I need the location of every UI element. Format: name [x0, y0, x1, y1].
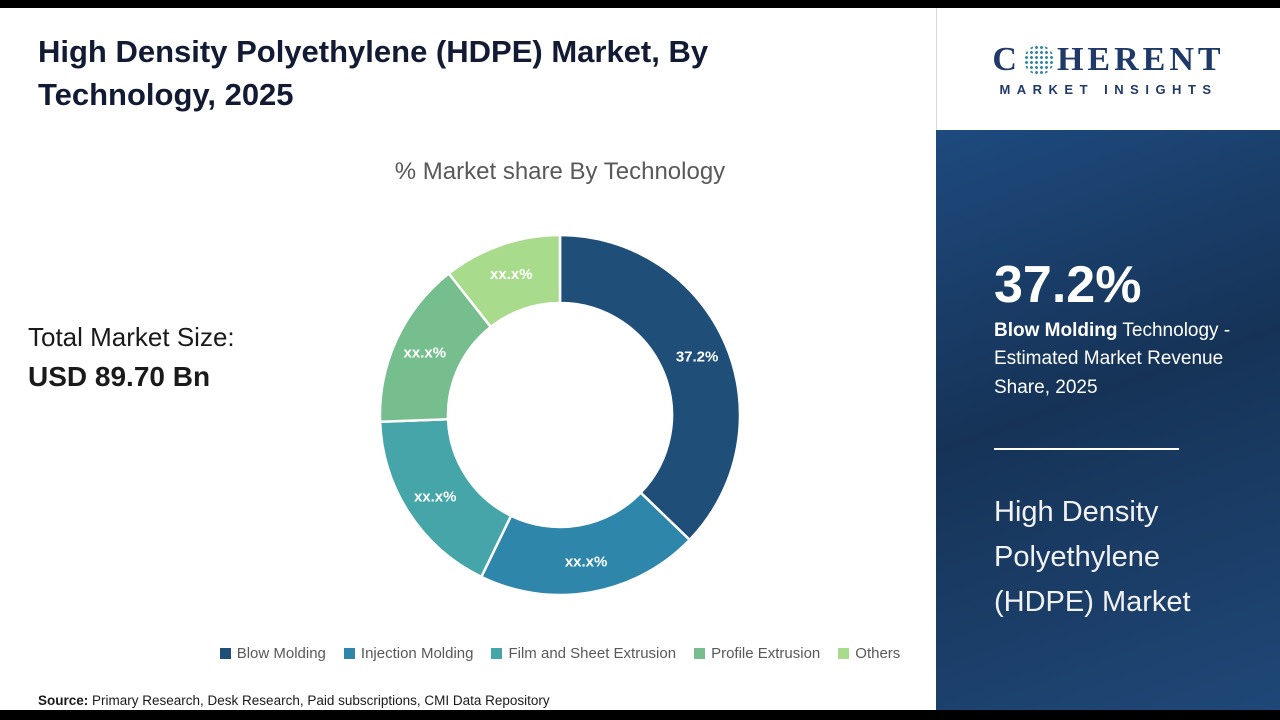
brand-subtitle: MARKET INSIGHTS: [999, 82, 1218, 97]
highlight-stat-value: 37.2%: [994, 256, 1142, 314]
brand-letter-suffix: HERENT: [1056, 41, 1225, 78]
slice-label-blow-molding: 37.2%: [676, 349, 719, 366]
globe-icon: [1023, 45, 1054, 75]
page-title: High Density Polyethylene (HDPE) Market,…: [38, 34, 709, 113]
legend-item-profile-extrusion: Profile Extrusion: [694, 645, 820, 662]
highlight-sidebar: 37.2% Blow Molding Technology - Estimate…: [936, 130, 1280, 720]
donut-slice-blow-molding: [558, 233, 742, 542]
legend-label: Film and Sheet Extrusion: [508, 645, 677, 662]
donut-slice-others: [447, 233, 562, 329]
chart-title: % Market share By Technology: [394, 158, 726, 185]
legend-item-blow-molding: Blow Molding: [219, 645, 326, 662]
sidebar-divider: [994, 448, 1179, 451]
source-label: Source:: [38, 693, 89, 708]
legend-label: Injection Molding: [360, 645, 474, 662]
bottom-border-strip: [0, 710, 1280, 720]
legend-label: Blow Molding: [236, 645, 326, 662]
slice-label-profile-extrusion: xx.x%: [404, 344, 447, 361]
sidebar-market-name: High Density Polyethylene (HDPE) Market: [994, 496, 1191, 618]
donut-slice-injection-molding: [479, 490, 692, 597]
legend-swatch: [694, 648, 706, 659]
donut-chart: 37.2% xx.x% xx.x% xx.x% xx.x%: [378, 233, 742, 597]
chart-legend: Blow Molding Injection Molding Film and Sh…: [120, 645, 1000, 662]
legend-label: Others: [855, 645, 901, 662]
brand-wordmark: C HERENT: [992, 41, 1224, 79]
brand-logo: C HERENT MARKET INSIGHTS: [936, 8, 1280, 130]
legend-swatch: [343, 648, 355, 659]
total-market-size-value: USD 89.70 Bn: [28, 361, 211, 392]
top-border-strip: [0, 0, 1280, 8]
legend-swatch: [491, 648, 503, 659]
slice-label-others: xx.x%: [490, 266, 533, 283]
source-text: Primary Research, Desk Research, Paid su…: [88, 693, 550, 708]
highlight-stat-label: Blow Molding Technology - Estimated Mark…: [994, 317, 1242, 403]
slice-label-injection-molding: xx.x%: [565, 554, 608, 571]
total-market-size-block: Total Market Size: USD 89.70 Bn: [28, 322, 235, 393]
highlight-stat-label-rest: Technology - Estimated Market Revenue Sh…: [994, 319, 1231, 398]
legend-item-film-and-sheet-extrusion: Film and Sheet Extrusion: [491, 645, 676, 662]
legend-swatch: [838, 648, 850, 659]
legend-item-injection-molding: Injection Molding: [343, 645, 474, 662]
legend-label: Profile Extrusion: [711, 645, 821, 662]
brand-letter-prefix: C: [992, 41, 1021, 78]
total-market-size-label: Total Market Size:: [28, 322, 235, 352]
highlight-stat-label-bold: Blow Molding: [994, 319, 1118, 341]
slice-label-film-and-sheet-extrusion: xx.x%: [414, 488, 457, 505]
legend-item-others: Others: [838, 645, 900, 662]
source-note: Source: Primary Research, Desk Research,…: [38, 693, 550, 708]
legend-swatch: [219, 648, 231, 659]
